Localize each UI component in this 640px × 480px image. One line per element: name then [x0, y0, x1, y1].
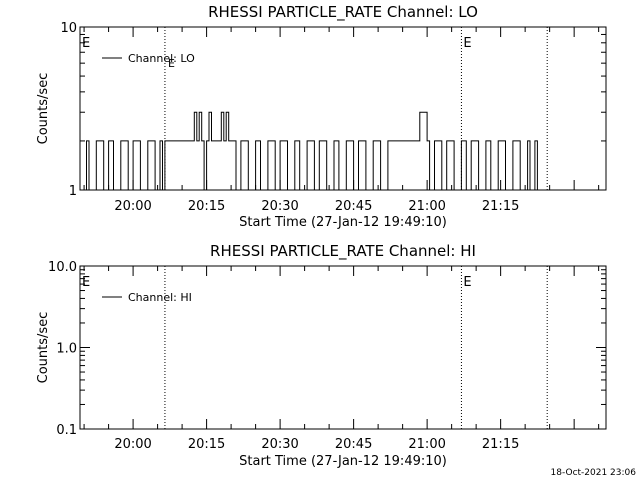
panel-1-event-label: E [168, 57, 175, 70]
panel-2-ytick-label: 1.0 [56, 342, 77, 357]
panel-1-title: RHESSI PARTICLE_RATE Channel: LO [208, 3, 478, 22]
panel-1-edge-flag: E [463, 36, 471, 51]
panel-1-ytick-label: 10 [60, 21, 77, 36]
panel-2-edge-flag: E [82, 275, 90, 290]
panel-2-xtick-label: 20:15 [188, 437, 225, 452]
panel-2-xtick-label: 21:15 [482, 437, 519, 452]
panel-1-xtick-label: 21:00 [408, 199, 445, 214]
panel-1-xtick-label: 20:15 [188, 199, 225, 214]
panel-2-xtick-label: 20:00 [114, 437, 151, 452]
panel-1-xtick-label: 20:45 [335, 199, 372, 214]
panel-1-series-line [80, 111, 540, 191]
plot-timestamp: 18-Oct-2021 23:06 [550, 468, 636, 478]
panel-1-xaxis-label: Start Time (27-Jan-12 19:49:10) [239, 215, 447, 230]
panel-2-xtick-label: 20:45 [335, 437, 372, 452]
panel-1-legend-label: Channel: LO [128, 52, 195, 65]
panel-2-xaxis-label: Start Time (27-Jan-12 19:49:10) [239, 454, 447, 469]
panel-1-xtick-label: 20:30 [261, 199, 298, 214]
panel-2-title: RHESSI PARTICLE_RATE Channel: HI [210, 242, 476, 261]
panel-1-edge-flag: E [82, 36, 90, 51]
panel-1-ytick-label: 1 [69, 184, 77, 199]
panel-2-yaxis-label: Counts/sec [36, 312, 51, 384]
panel-2-ytick-label: 10.0 [48, 260, 77, 275]
panel-2-ytick-label: 0.1 [56, 423, 77, 438]
panel-2-xtick-label: 20:30 [261, 437, 298, 452]
panel-2-edge-flag: E [463, 275, 471, 290]
panel-1-xtick-label: 20:00 [114, 199, 151, 214]
panel-1-xtick-label: 21:15 [482, 199, 519, 214]
panel-2-xtick-label: 21:00 [408, 437, 445, 452]
panel-1-yaxis-label: Counts/sec [36, 73, 51, 145]
panel-2-legend-label: Channel: HI [128, 291, 192, 304]
